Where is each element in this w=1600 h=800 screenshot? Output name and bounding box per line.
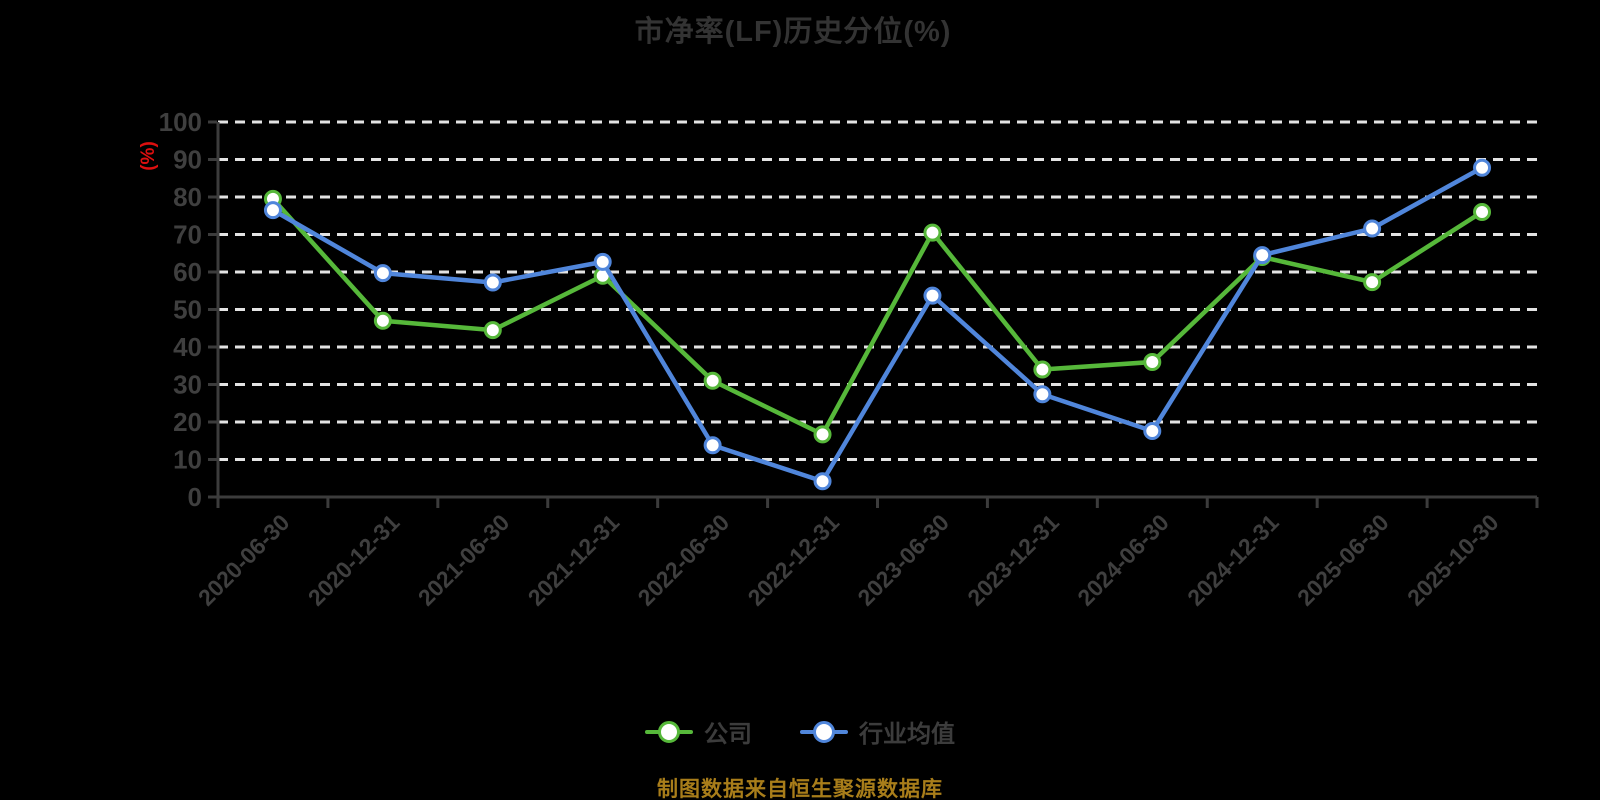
- y-tick-label: 50: [173, 295, 202, 325]
- x-tick-label: 2022-06-30: [633, 509, 735, 611]
- y-tick-label: 40: [173, 332, 202, 362]
- data-point-行业均值-2021-12-31: [593, 252, 612, 271]
- data-point-行业均值-2020-12-31: [373, 264, 392, 283]
- series-line-行业均值: [270, 165, 1485, 484]
- data-point-公司-2024-06-30: [1143, 353, 1162, 371]
- data-point-公司-2022-06-30: [703, 371, 722, 390]
- y-tick-label: 20: [173, 407, 202, 437]
- data-point-公司-2023-06-30: [923, 223, 942, 242]
- data-point-公司-2025-10-30: [1473, 203, 1492, 221]
- data-point-公司-2022-12-31: [813, 425, 832, 444]
- x-tick-label: 2020-06-30: [193, 509, 295, 611]
- x-tick-label: 2023-06-30: [852, 509, 954, 611]
- x-tick-label: 2023-12-31: [962, 509, 1064, 611]
- x-tick-label: 2025-10-30: [1402, 509, 1504, 611]
- x-tick-label: 2020-12-31: [303, 509, 405, 611]
- y-tick-label: 30: [173, 370, 202, 400]
- company-line-marker-icon: [645, 720, 693, 743]
- y-tick-label: 90: [173, 145, 202, 175]
- data-source-note: 制图数据来自恒生聚源数据库: [657, 778, 943, 800]
- data-point-行业均值-2025-06-30: [1363, 219, 1382, 238]
- x-tick-label: 2022-12-31: [742, 509, 844, 611]
- x-tick-label: 2021-12-31: [523, 509, 625, 611]
- x-tick-label: 2024-06-30: [1072, 509, 1174, 611]
- data-point-行业均值-2025-10-30: [1473, 158, 1492, 177]
- y-tick-label: 0: [188, 482, 202, 512]
- data-point-公司-2020-12-31: [373, 311, 392, 330]
- chart-title: 市净率(LF)历史分位(%): [634, 16, 952, 48]
- y-tick-label: 10: [173, 445, 202, 475]
- data-point-公司-2023-12-31: [1033, 360, 1052, 379]
- legend-item-company[interactable]: 公司: [645, 714, 752, 749]
- data-point-行业均值-2022-06-30: [703, 436, 722, 455]
- y-tick-label: 70: [173, 220, 202, 250]
- y-tick-label: 80: [173, 182, 202, 212]
- legend-item-industry-average[interactable]: 行业均值: [800, 714, 955, 749]
- series-line-公司: [270, 196, 1485, 437]
- legend: 公司 行业均值: [0, 714, 1600, 749]
- data-point-行业均值-2021-06-30: [483, 273, 502, 292]
- data-point-行业均值-2022-12-31: [813, 472, 832, 491]
- data-point-行业均值-2024-12-31: [1253, 246, 1272, 265]
- data-point-公司-2021-06-30: [483, 321, 502, 340]
- data-point-行业均值-2023-06-30: [923, 286, 942, 305]
- x-tick-label: 2021-06-30: [413, 509, 515, 611]
- data-point-行业均值-2023-12-31: [1033, 385, 1052, 404]
- legend-label-company: 公司: [704, 721, 752, 748]
- data-point-公司-2025-06-30: [1363, 273, 1382, 292]
- data-point-行业均值-2020-06-30: [263, 201, 282, 220]
- x-tick-label: 2024-12-31: [1182, 509, 1284, 611]
- industry-line-marker-icon: [800, 720, 848, 743]
- y-tick-label: 100: [159, 107, 202, 137]
- data-point-行业均值-2024-06-30: [1143, 422, 1162, 440]
- y-tick-label: 60: [173, 257, 202, 287]
- x-tick-label: 2025-06-30: [1292, 509, 1394, 611]
- legend-label-industry-average: 行业均值: [859, 721, 955, 748]
